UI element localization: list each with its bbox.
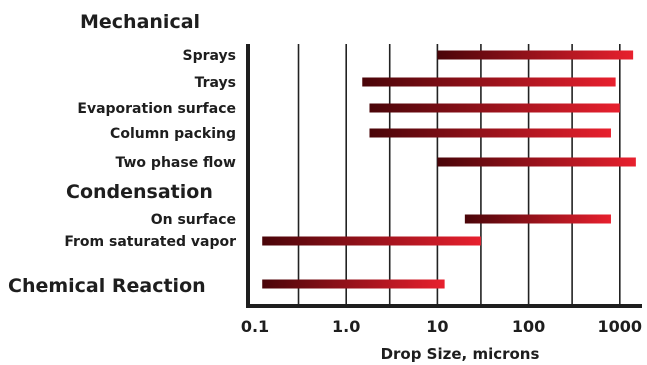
bar-layer bbox=[262, 50, 636, 289]
axis-layer: 0.1 1.0 10 100 1000 bbox=[241, 44, 642, 336]
x-tick-label: 1000 bbox=[598, 317, 643, 336]
range-bar bbox=[437, 50, 634, 60]
grid-layer bbox=[297, 44, 621, 306]
range-bar bbox=[369, 128, 611, 138]
range-bar bbox=[464, 214, 611, 224]
row-label: Sprays bbox=[183, 48, 236, 64]
x-tick-label: 100 bbox=[512, 317, 545, 336]
range-bar bbox=[262, 236, 481, 246]
row-label: From saturated vapor bbox=[64, 234, 236, 250]
x-axis-title: Drop Size, microns bbox=[381, 345, 540, 363]
group-heading: Chemical Reaction bbox=[8, 275, 206, 297]
group-heading: Condensation bbox=[66, 181, 213, 203]
row-label: Column packing bbox=[110, 126, 236, 142]
range-bar bbox=[369, 103, 620, 113]
row-label: Trays bbox=[195, 75, 236, 91]
range-bar bbox=[437, 157, 636, 167]
group-heading: Mechanical bbox=[80, 11, 200, 33]
row-label: Evaporation surface bbox=[77, 101, 236, 117]
label-layer: Mechanical Sprays Trays Evaporation surface… bbox=[8, 11, 236, 297]
row-label: Two phase flow bbox=[115, 155, 236, 171]
row-label: On surface bbox=[151, 212, 236, 228]
range-bar bbox=[362, 77, 616, 87]
x-tick-label: 0.1 bbox=[241, 317, 269, 336]
x-tick-label: 10 bbox=[426, 317, 448, 336]
range-bar bbox=[262, 279, 445, 289]
x-tick-label: 1.0 bbox=[332, 317, 360, 336]
